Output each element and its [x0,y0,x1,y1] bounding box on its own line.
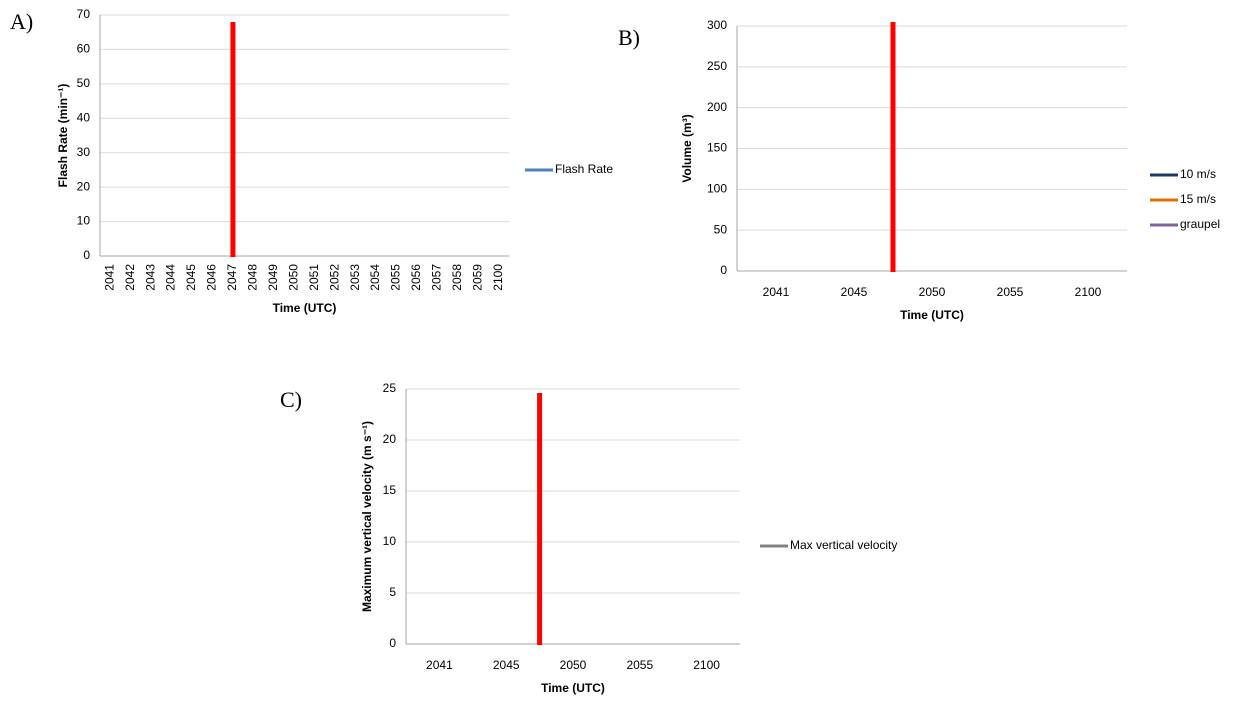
x-tick-label: 2041 [763,285,790,299]
x-tick-label: 2045 [841,285,868,299]
panel-label: C) [280,387,302,412]
y-tick-label: 20 [77,179,91,193]
x-tick-label: 2047 [225,264,239,291]
y-tick-label: 5 [389,585,396,599]
x-tick-label: 2055 [626,658,653,672]
legend-label: 10 m/s [1180,167,1216,181]
x-tick-label: 2057 [430,264,444,291]
y-tick-label: 40 [77,110,91,124]
y-tick-label: 20 [383,432,397,446]
x-tick-label: 2043 [143,264,157,291]
legend-label: Max vertical velocity [790,538,897,552]
y-tick-label: 0 [83,248,90,262]
y-tick-label: 70 [77,7,91,21]
y-tick-label: 30 [77,145,91,159]
y-tick-label: 300 [707,18,727,32]
x-tick-label: 2048 [246,264,260,291]
x-tick-label: 2050 [919,285,946,299]
x-tick-label: 2053 [348,264,362,291]
legend-label: Flash Rate [555,162,613,176]
x-tick-label: 2045 [493,658,520,672]
x-tick-label: 2058 [450,264,464,291]
y-tick-label: 15 [383,483,397,497]
y-tick-label: 100 [707,182,727,196]
y-tick-label: 50 [77,76,91,90]
x-tick-label: 2046 [205,264,219,291]
x-tick-label: 2052 [327,264,341,291]
y-tick-label: 50 [714,222,728,236]
y-tick-label: 10 [383,534,397,548]
x-tick-label: 2055 [389,264,403,291]
y-tick-label: 250 [707,59,727,73]
x-tick-label: 2050 [560,658,587,672]
y-tick-label: 0 [720,263,727,277]
y-tick-label: 60 [77,42,91,56]
x-tick-label: 2054 [368,264,382,291]
x-tick-label: 2100 [1075,285,1102,299]
x-tick-label: 2050 [286,264,300,291]
y-axis-title: Flash Rate (min⁻¹) [56,84,70,188]
panel-label: B) [618,25,640,50]
x-tick-label: 2051 [307,264,321,291]
legend-label: 15 m/s [1180,192,1216,206]
x-tick-label: 2100 [693,658,720,672]
x-axis-title: Time (UTC) [273,301,337,315]
y-tick-label: 0 [389,636,396,650]
y-tick-label: 25 [383,381,397,395]
legend-label: graupel [1180,217,1220,231]
x-tick-label: 2059 [470,264,484,291]
y-tick-label: 10 [77,214,91,228]
x-tick-label: 2041 [102,264,116,291]
y-tick-label: 150 [707,141,727,155]
y-axis-title: Maximum vertical velocity (m s⁻¹) [360,421,374,612]
x-tick-label: 2045 [184,264,198,291]
x-tick-label: 2044 [164,264,178,291]
panel-label: A) [10,9,33,34]
x-tick-label: 2041 [426,658,453,672]
x-axis-title: Time (UTC) [900,308,964,322]
x-tick-label: 2056 [409,264,423,291]
x-tick-label: 2042 [123,264,137,291]
x-tick-label: 2055 [997,285,1024,299]
y-axis-title: Volume (m³) [680,114,694,182]
x-axis-title: Time (UTC) [541,681,605,695]
x-tick-label: 2049 [266,264,280,291]
y-tick-label: 200 [707,100,727,114]
x-tick-label: 2100 [491,264,505,291]
